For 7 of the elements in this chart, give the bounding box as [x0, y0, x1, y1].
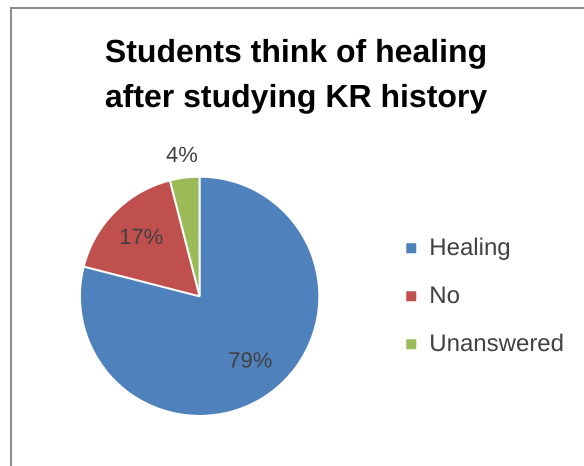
- legend-label: Healing: [429, 234, 511, 261]
- chart-title: Students think of healing after studying KR history: [104, 33, 488, 114]
- data-label: 4%: [166, 142, 198, 167]
- legend-label: No: [429, 282, 460, 309]
- data-label: 79%: [228, 348, 272, 373]
- data-label: 17%: [119, 224, 164, 249]
- legend-label: Unanswered: [429, 330, 564, 357]
